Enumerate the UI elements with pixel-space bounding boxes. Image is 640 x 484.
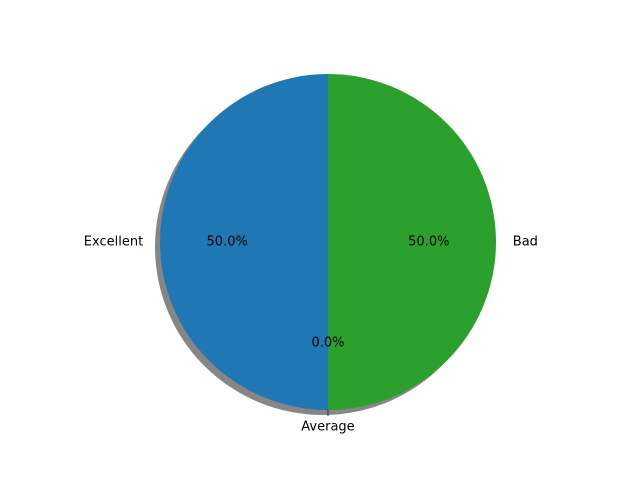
slice-pct-label-excellent: 50.0% bbox=[207, 235, 248, 250]
slice-label-average: Average bbox=[301, 419, 354, 434]
slice-pct-label-bad: 50.0% bbox=[408, 235, 449, 250]
pie-slice-layer bbox=[160, 74, 496, 416]
pie-slice-bad bbox=[328, 74, 496, 410]
slice-label-bad: Bad bbox=[513, 235, 538, 250]
slice-label-excellent: Excellent bbox=[84, 235, 143, 250]
pie-slice-excellent bbox=[160, 74, 328, 410]
pie-label-layer: Excellent 50.0% Average 0.0% Bad 50.0% bbox=[84, 235, 538, 435]
slice-pct-label-average: 0.0% bbox=[311, 335, 344, 350]
